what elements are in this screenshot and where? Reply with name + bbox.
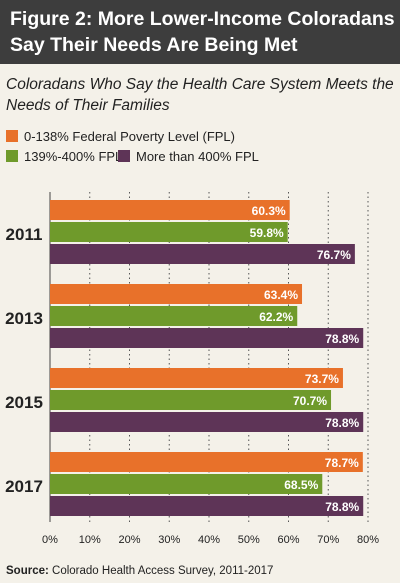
source-note: Source: Colorado Health Access Survey, 2… xyxy=(6,565,273,577)
bar xyxy=(50,474,323,494)
legend-swatch-green xyxy=(6,150,18,162)
legend-swatch-purple xyxy=(118,150,130,162)
bar-value-label: 78.7% xyxy=(325,456,359,470)
x-tick-label: 80% xyxy=(357,534,379,546)
legend-swatch-orange xyxy=(6,130,18,142)
x-tick-label: 50% xyxy=(238,534,260,546)
x-tick-label: 60% xyxy=(277,534,299,546)
source-text: Colorado Health Access Survey, 2011-2017 xyxy=(48,565,274,577)
legend-item-mid-income: 139%-400% FPL xyxy=(6,148,122,164)
bar-value-label: 63.4% xyxy=(264,288,298,302)
chart-subtitle: Coloradans Who Say the Health Care Syste… xyxy=(6,74,398,116)
legend-label: More than 400% FPL xyxy=(136,148,259,164)
bar-value-label: 62.2% xyxy=(259,310,293,324)
figure-title-line-1: Figure 2: More Lower-Income Coloradans xyxy=(10,8,395,30)
bar xyxy=(50,496,364,516)
x-tick-label: 10% xyxy=(79,534,101,546)
bar-value-label: 68.5% xyxy=(284,478,318,492)
bar-value-label: 78.8% xyxy=(325,416,359,430)
bar xyxy=(50,222,288,242)
legend-item-low-income: 0-138% Federal Poverty Level (FPL) xyxy=(6,128,235,144)
y-category-label: 2017 xyxy=(5,477,43,496)
bar xyxy=(50,284,303,304)
bar xyxy=(50,306,298,326)
chart-subtitle-line-2: Needs of Their Families xyxy=(6,97,170,114)
bar xyxy=(50,200,290,220)
figure-title-line-2: Say Their Needs Are Being Met xyxy=(10,34,298,56)
bar xyxy=(50,412,364,432)
bar-value-label: 78.8% xyxy=(325,500,359,514)
x-tick-label: 70% xyxy=(317,534,339,546)
legend-label: 139%-400% FPL xyxy=(24,148,123,164)
y-category-label: 2013 xyxy=(5,309,43,328)
legend-item-high-income: More than 400% FPL xyxy=(118,148,259,164)
y-category-label: 2011 xyxy=(6,225,43,244)
bar-value-label: 76.7% xyxy=(317,248,351,262)
x-tick-label: 20% xyxy=(118,534,140,546)
legend-label: 0-138% Federal Poverty Level (FPL) xyxy=(24,128,235,144)
x-tick-label: 30% xyxy=(158,534,180,546)
bar xyxy=(50,244,355,264)
x-tick-label: 40% xyxy=(198,534,220,546)
bar-value-label: 59.8% xyxy=(250,226,284,240)
source-label: Source: xyxy=(6,565,49,577)
bar-value-label: 78.8% xyxy=(325,332,359,346)
bar xyxy=(50,368,343,388)
bar-value-label: 73.7% xyxy=(305,372,339,386)
chart-subtitle-line-1: Coloradans Who Say the Health Care Syste… xyxy=(6,76,394,93)
bar xyxy=(50,390,332,410)
x-tick-label: 0% xyxy=(42,534,58,546)
y-category-label: 2015 xyxy=(5,393,43,412)
figure-header: Figure 2: More Lower-Income Coloradans S… xyxy=(0,0,400,64)
bar-value-label: 60.3% xyxy=(252,204,286,218)
bar xyxy=(50,328,364,348)
bar-value-label: 70.7% xyxy=(293,394,327,408)
bar xyxy=(50,452,363,472)
